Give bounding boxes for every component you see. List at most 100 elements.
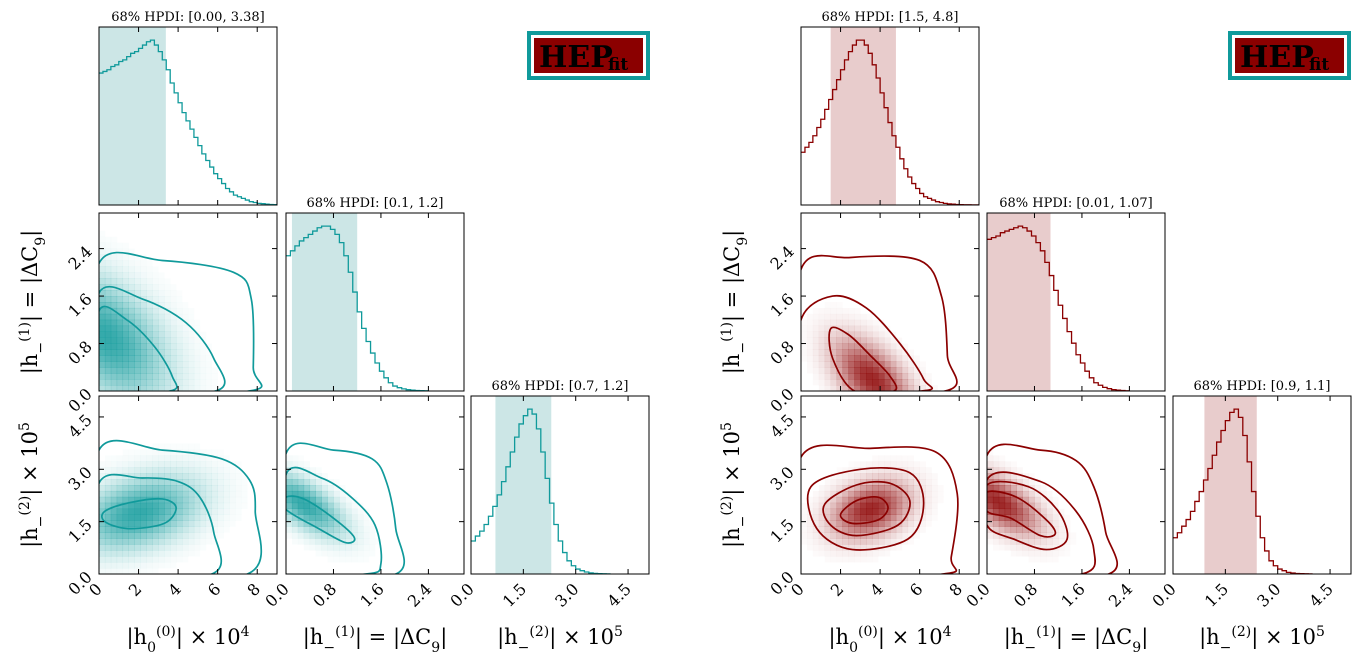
density-cell — [1028, 550, 1035, 557]
density-cell — [932, 509, 938, 515]
density-cell — [1016, 473, 1023, 480]
density-cell — [104, 266, 112, 273]
density-cell — [158, 313, 165, 321]
density-cell — [110, 302, 118, 309]
density-cell — [128, 355, 135, 362]
corner-plot-teal: 68% HPDI: [0.00, 3.38]68% HPDI: [0.1, 1.… — [17, 10, 650, 656]
x-tick-label: 2 — [827, 579, 848, 600]
density-cell — [134, 379, 141, 386]
density-cell — [824, 532, 831, 539]
density-cell — [818, 538, 826, 545]
density-cell — [122, 278, 129, 285]
density-cell — [895, 461, 903, 468]
density-cell — [200, 544, 206, 550]
density-cell — [158, 502, 165, 510]
density-cell — [182, 349, 189, 356]
density-cell — [176, 455, 183, 462]
density-cell — [128, 550, 135, 557]
density-cell — [1034, 490, 1041, 498]
density-cell — [1010, 544, 1017, 551]
density-cell — [241, 491, 247, 497]
density-cell — [836, 514, 843, 521]
density-cell — [230, 509, 236, 515]
density-cell — [914, 461, 920, 467]
density-cell — [152, 455, 159, 462]
density-cell — [854, 508, 861, 515]
density-cell — [890, 526, 897, 533]
density-cell — [176, 467, 183, 474]
density-cell — [170, 479, 177, 486]
density-cell — [824, 343, 831, 350]
density-cell — [901, 496, 909, 504]
density-cell — [304, 461, 310, 467]
density-cell — [1004, 544, 1012, 551]
density-cell — [235, 491, 241, 497]
density-cell — [104, 568, 112, 574]
density-cell — [104, 361, 112, 368]
density-cell — [217, 461, 224, 468]
density-cell — [140, 544, 147, 551]
density-cell — [122, 562, 129, 569]
density-cell — [357, 520, 364, 527]
density-cell — [116, 331, 124, 338]
density-cell — [895, 502, 903, 510]
density-cell — [146, 449, 152, 455]
density-cell — [836, 361, 843, 368]
density-cell — [878, 343, 885, 350]
density-cell — [878, 337, 885, 344]
density-cell — [291, 520, 299, 527]
density-cell — [146, 508, 153, 515]
density-cell — [158, 526, 165, 533]
density-cell — [206, 355, 212, 361]
density-cell — [140, 361, 147, 368]
density-cell — [122, 490, 129, 498]
density-cell — [848, 308, 854, 314]
density-cell — [170, 361, 177, 368]
density-cell — [182, 514, 189, 521]
density-cell — [842, 331, 849, 338]
density-cell — [806, 532, 814, 539]
density-cell — [105, 237, 111, 243]
density-cell — [992, 526, 1000, 533]
density-cell — [134, 278, 141, 285]
density-cell — [104, 526, 112, 533]
density-cell — [848, 473, 855, 480]
density-cell — [128, 313, 135, 321]
density-cell — [907, 490, 915, 498]
density-cell — [895, 379, 903, 386]
density-cell — [176, 355, 183, 362]
density-cell — [188, 544, 195, 551]
density-cell — [1016, 514, 1023, 521]
density-cell — [1022, 520, 1029, 527]
density-cell — [104, 290, 112, 297]
density-cell — [872, 320, 878, 326]
density-cell — [333, 550, 340, 557]
density-cell — [878, 550, 884, 556]
density-cell — [111, 455, 117, 461]
density-cell — [122, 361, 129, 368]
density-cell — [110, 325, 118, 332]
density-cell — [122, 520, 129, 527]
density-cell — [297, 479, 305, 486]
density-cell — [297, 538, 305, 545]
density-cell — [188, 479, 195, 486]
density-cell — [998, 467, 1006, 474]
density-cell — [1016, 544, 1023, 551]
density-cell — [1016, 496, 1023, 504]
density-cell — [339, 514, 346, 521]
density-cell — [134, 349, 141, 356]
density-cell — [193, 496, 201, 504]
density-cell — [884, 461, 891, 468]
density-cell — [158, 562, 164, 568]
density-cell — [170, 490, 177, 498]
density-cell — [146, 349, 153, 356]
density-cell — [824, 538, 831, 545]
density-cell — [128, 508, 135, 515]
density-cell — [218, 527, 224, 533]
density-cell — [901, 361, 909, 368]
density-cell — [128, 514, 135, 521]
y-tick-label: 4.5 — [766, 410, 797, 441]
density-cell — [812, 337, 820, 344]
density-cell — [998, 520, 1006, 527]
density-cell — [860, 496, 867, 504]
